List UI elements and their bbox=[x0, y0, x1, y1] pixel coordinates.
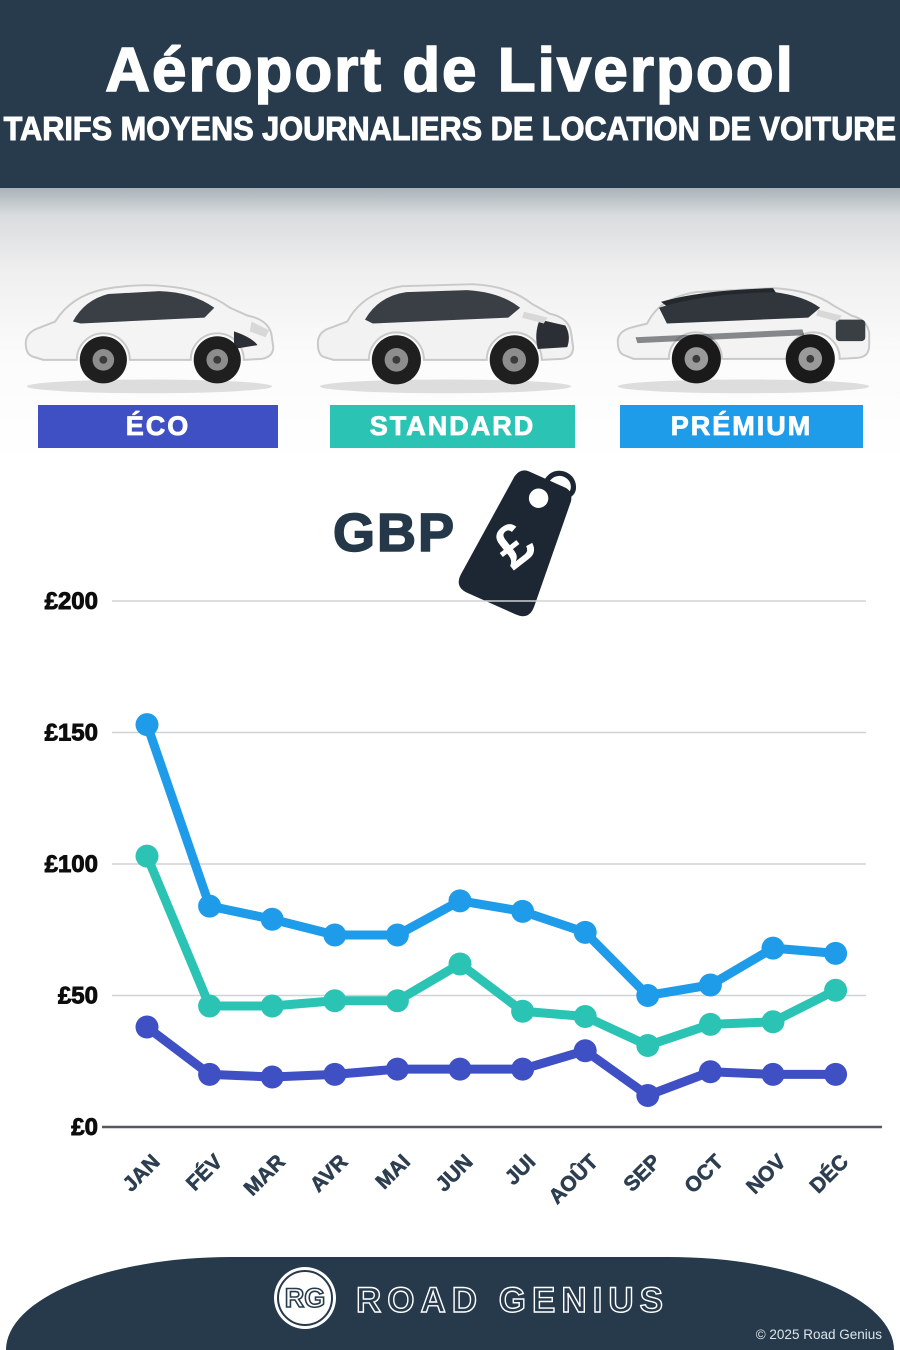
data-point-standard bbox=[511, 999, 535, 1023]
data-point-éco bbox=[761, 1062, 785, 1086]
data-point-éco bbox=[260, 1065, 284, 1089]
data-point-prémium bbox=[824, 941, 848, 965]
data-point-standard bbox=[385, 989, 409, 1013]
series-line-standard bbox=[142, 851, 841, 1050]
price-tag-icon: £ bbox=[458, 470, 576, 617]
page-subtitle-wrap: TARIFS MOYENS JOURNALIERS DE LOCATION DE… bbox=[3, 110, 897, 148]
x-axis-month-label: SEP bbox=[619, 1150, 665, 1196]
footer: RG ROAD GENIUS © 2025 Road Genius bbox=[6, 1257, 894, 1350]
data-point-éco bbox=[824, 1062, 848, 1086]
data-point-standard bbox=[198, 994, 222, 1018]
data-point-standard bbox=[573, 1005, 597, 1029]
x-axis-month-label: AVR bbox=[306, 1150, 353, 1197]
series-line-éco bbox=[142, 1022, 841, 1100]
x-axis-month-label: JUI bbox=[501, 1150, 540, 1189]
x-axis-month-label: NOV bbox=[742, 1150, 790, 1198]
data-point-standard bbox=[636, 1033, 660, 1057]
x-axis-month-label: AOÛT bbox=[544, 1149, 603, 1208]
data-point-éco bbox=[385, 1057, 409, 1081]
series-line-prémium bbox=[142, 720, 841, 1000]
data-point-prémium bbox=[511, 899, 535, 923]
x-axis-month-label: JAN bbox=[119, 1150, 165, 1196]
logo-ring: RG bbox=[277, 1270, 333, 1326]
data-point-standard bbox=[448, 952, 472, 976]
currency-section: GBP £ bbox=[0, 460, 900, 620]
y-axis-tick-label: £150 bbox=[45, 720, 98, 747]
data-point-standard bbox=[135, 844, 159, 868]
data-point-prémium bbox=[135, 713, 159, 737]
y-axis-tick-label: £50 bbox=[58, 983, 98, 1010]
category-label-premium: PRÉMIUM bbox=[620, 405, 863, 448]
y-axis-tick-label: £0 bbox=[71, 1114, 98, 1141]
data-point-prémium bbox=[323, 923, 347, 947]
copyright-text: © 2025 Road Genius bbox=[755, 1327, 882, 1342]
page-subtitle: TARIFS MOYENS JOURNALIERS DE LOCATION DE… bbox=[3, 110, 897, 148]
data-point-éco bbox=[636, 1083, 660, 1107]
premium-car-image bbox=[616, 287, 871, 394]
data-point-prémium bbox=[573, 920, 597, 944]
data-point-standard bbox=[761, 1010, 785, 1034]
x-axis-month-label: DÉC bbox=[806, 1150, 854, 1198]
data-point-prémium bbox=[636, 984, 660, 1007]
brand-name: ROAD GENIUS bbox=[355, 1280, 669, 1320]
data-point-prémium bbox=[448, 889, 472, 913]
category-label-standard: STANDARD bbox=[330, 405, 575, 448]
data-point-éco bbox=[135, 1015, 159, 1039]
data-point-prémium bbox=[761, 936, 785, 960]
data-point-standard bbox=[260, 994, 284, 1018]
data-point-éco bbox=[448, 1057, 472, 1081]
x-axis-month-label: OCT bbox=[680, 1150, 728, 1198]
data-point-standard bbox=[323, 989, 347, 1013]
logo-initials: RG bbox=[284, 1282, 326, 1314]
y-axis-tick-label: £100 bbox=[45, 851, 98, 878]
data-point-éco bbox=[198, 1062, 222, 1086]
data-point-éco bbox=[323, 1062, 347, 1086]
category-label-eco: ÉCO bbox=[38, 405, 278, 448]
data-point-prémium bbox=[698, 973, 722, 997]
rates-line-chart: £0 £50 £100 £150 £200 JAN FÉV MAR AVR MAI JUN JUI AO… bbox=[44, 588, 882, 1209]
header: Aéroport de Liverpool TARIFS MOYENS JOUR… bbox=[0, 0, 900, 188]
y-axis-tick-label: £200 bbox=[45, 588, 98, 615]
x-axis-month-label: FÉV bbox=[182, 1150, 227, 1195]
x-axis-month-label: JUN bbox=[432, 1150, 478, 1196]
car-categories-section: ÉCO STANDARD PRÉMIUM bbox=[0, 188, 900, 463]
data-point-standard bbox=[824, 978, 848, 1002]
standard-car-image bbox=[316, 283, 575, 394]
data-point-éco bbox=[511, 1057, 535, 1081]
data-point-prémium bbox=[385, 923, 409, 947]
data-point-standard bbox=[698, 1012, 722, 1036]
data-point-éco bbox=[698, 1060, 722, 1084]
currency-label: GBP bbox=[332, 502, 457, 564]
x-axis-month-label: MAI bbox=[371, 1150, 414, 1193]
x-axis-month-label: MAR bbox=[240, 1150, 290, 1200]
data-point-prémium bbox=[260, 907, 284, 931]
road-genius-logo: RG bbox=[274, 1267, 336, 1329]
data-point-prémium bbox=[198, 894, 222, 918]
page-title: Aéroport de Liverpool bbox=[104, 36, 795, 105]
eco-car-image bbox=[24, 284, 275, 394]
data-point-éco bbox=[573, 1039, 597, 1063]
